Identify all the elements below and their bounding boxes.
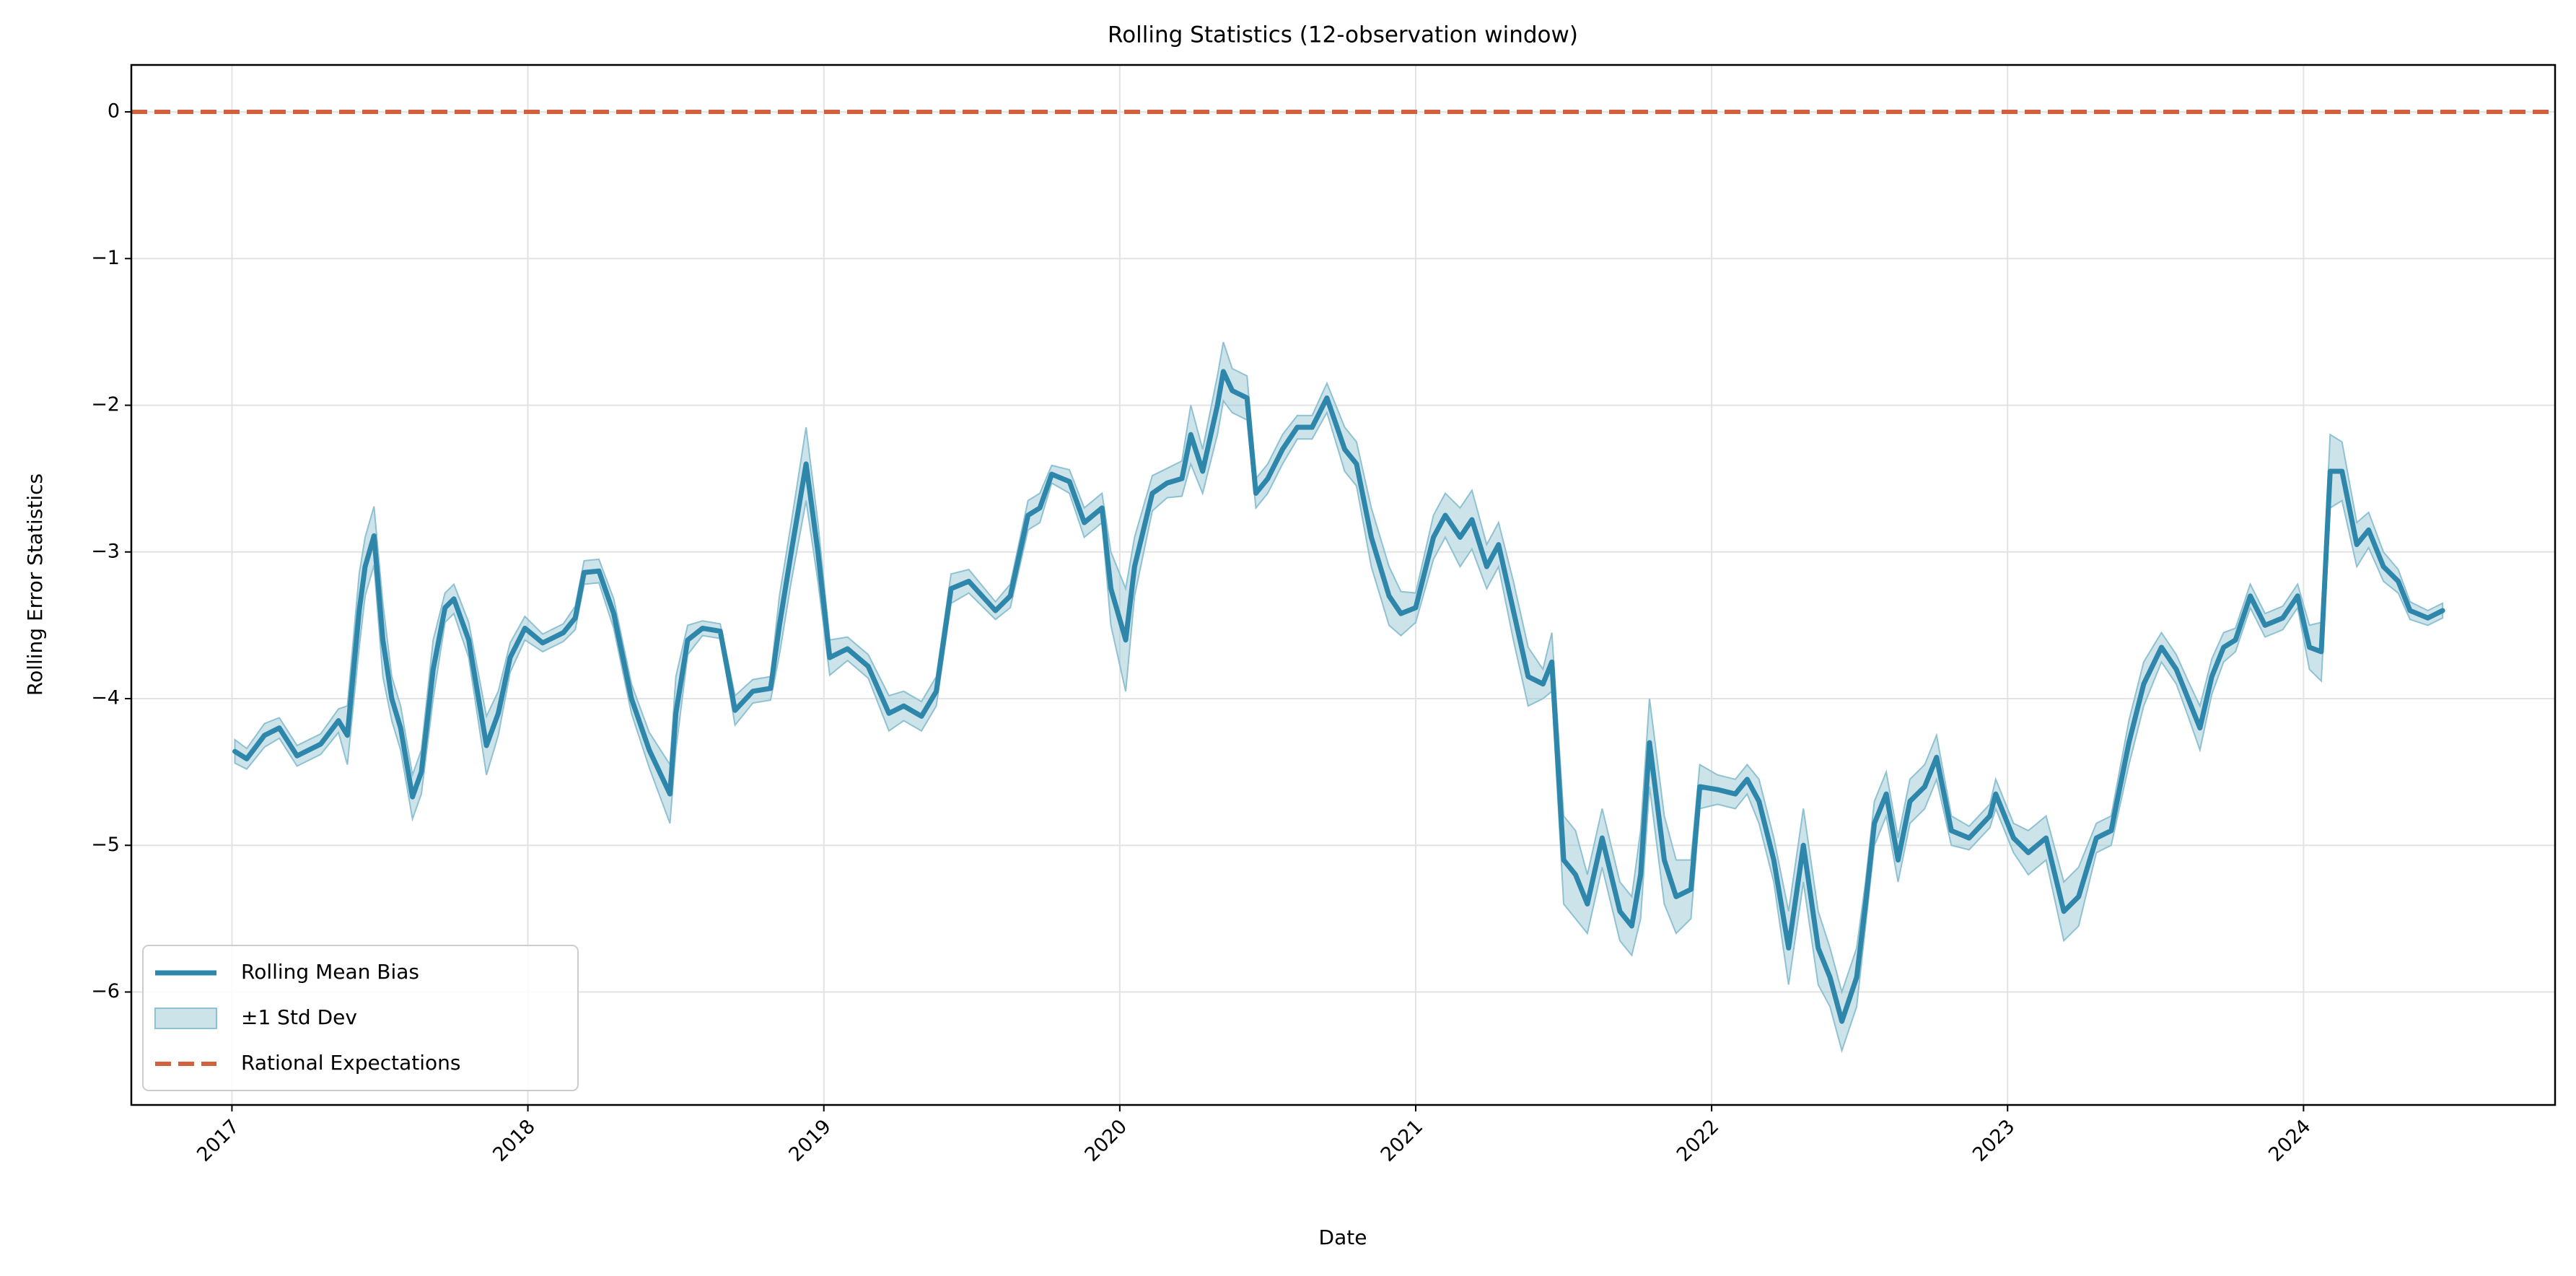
legend-label: Rolling Mean Bias xyxy=(241,960,419,984)
legend-label: Rational Expectations xyxy=(241,1051,461,1075)
legend-box xyxy=(142,945,579,1091)
x-tick-label: 2024 xyxy=(2264,1115,2316,1166)
y-tick-label: −2 xyxy=(91,393,120,416)
y-axis-label: Rolling Error Statistics xyxy=(23,473,47,696)
x-tick-label: 2021 xyxy=(1377,1115,1428,1166)
plot-frame xyxy=(130,64,2557,1106)
mean-line xyxy=(232,369,2445,1024)
y-tick-label: −5 xyxy=(91,834,120,856)
y-tick-label: 0 xyxy=(108,100,120,123)
x-tick-label: 2019 xyxy=(784,1115,836,1166)
x-tick-label: 2017 xyxy=(193,1115,244,1166)
y-tick-label: −1 xyxy=(91,247,120,269)
legend-label: ±1 Std Dev xyxy=(241,1005,357,1029)
y-tick-label: −6 xyxy=(91,980,120,1002)
legend: Rolling Mean Bias ±1 Std Dev Rational Expe… xyxy=(142,945,579,1091)
y-tick-label: −4 xyxy=(91,687,120,709)
x-tick-label: 2023 xyxy=(1968,1115,2020,1166)
x-tick-label: 2022 xyxy=(1673,1115,1724,1166)
chart-title: Rolling Statistics (12-observation windo… xyxy=(1108,22,1578,48)
x-axis-label: Date xyxy=(1319,1225,1367,1249)
y-tick-label: −3 xyxy=(91,540,120,562)
std-band xyxy=(234,341,2444,1054)
x-tick-label: 2020 xyxy=(1081,1115,1132,1166)
legend-swatch xyxy=(154,1008,217,1029)
x-tick-label: 2018 xyxy=(489,1115,540,1166)
